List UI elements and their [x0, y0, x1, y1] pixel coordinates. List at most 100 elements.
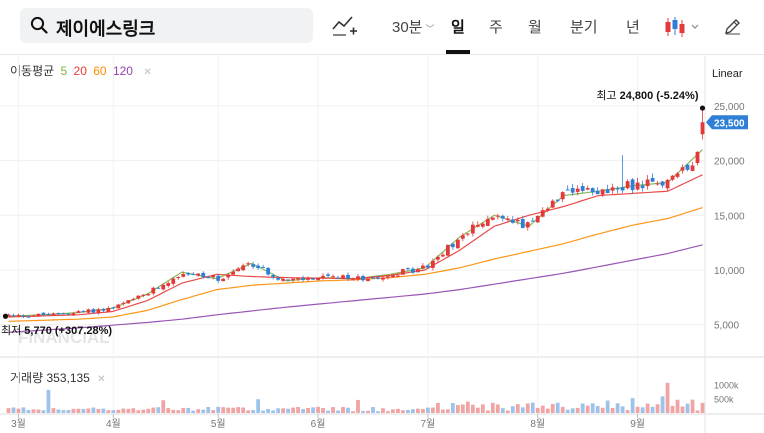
volume-bar: [430, 407, 435, 413]
low-annotation-value: 5,770 (+307.28%): [24, 325, 112, 337]
pencil-icon[interactable]: [724, 17, 742, 35]
candle-body: [590, 188, 595, 193]
low-annotation: 최저 5,770 (+307.28%): [1, 324, 112, 337]
candle-body: [51, 313, 56, 316]
volume-bar: [216, 406, 221, 413]
candle-body: [31, 315, 36, 317]
volume-bar: [31, 409, 36, 413]
tab-year[interactable]: 년: [626, 19, 640, 36]
tab-quarter[interactable]: 분기: [570, 19, 598, 36]
candle-body: [391, 275, 395, 277]
high-annotation-value: 24,800 (-5.24%): [620, 90, 699, 102]
candle-body: [630, 179, 635, 191]
candle-body: [615, 188, 620, 190]
volume-bar: [321, 407, 325, 413]
search-input[interactable]: 제이에스링크: [56, 19, 156, 39]
candle-body: [406, 268, 410, 270]
candle-body: [500, 215, 505, 219]
indicator-add-icon[interactable]: [332, 14, 358, 38]
candle-body: [291, 278, 295, 281]
candle-body: [585, 188, 590, 190]
volume-bar: [625, 410, 630, 413]
volume-bar: [96, 409, 101, 413]
candle-body: [505, 218, 510, 220]
volume-bar: [655, 404, 660, 413]
volume-bar: [670, 405, 675, 413]
scale-mode-toggle[interactable]: Linear: [712, 68, 743, 80]
volume-bar: [490, 402, 495, 413]
candle-body: [281, 278, 286, 281]
volume-bar: [555, 402, 560, 413]
close-icon[interactable]: ✕: [97, 374, 106, 385]
volume-bar: [66, 409, 71, 413]
candle-body: [416, 269, 420, 273]
candle-body: [16, 314, 21, 316]
y-tick-label: 25,000: [714, 102, 745, 113]
volume-bar: [435, 402, 440, 413]
candle-body: [206, 277, 211, 279]
candle-body: [211, 275, 216, 278]
candle-body: [575, 188, 580, 192]
low-marker: [2, 313, 9, 319]
volume-bar: [181, 407, 186, 413]
candle-body: [675, 173, 680, 177]
candle-body: [430, 260, 435, 268]
candle-body: [106, 307, 111, 312]
volume-legend[interactable]: 거래량 353,135 ✕: [10, 369, 106, 386]
volume-bar: [455, 404, 460, 413]
candle-body: [136, 295, 141, 299]
x-tick-label: 3월: [11, 418, 26, 430]
candle-body: [311, 278, 315, 280]
volume-bar: [26, 409, 31, 413]
candle-body: [181, 273, 186, 277]
volume-bar: [605, 400, 610, 413]
candle-body: [605, 189, 610, 194]
moving-average-legend[interactable]: 이동평균 5 20 60 120 ✕: [10, 62, 155, 79]
candle-body: [650, 177, 655, 182]
volume-bar: [311, 407, 315, 413]
volume-bar: [191, 410, 196, 413]
candle-body: [61, 313, 66, 315]
candle-body: [700, 122, 705, 135]
close-icon[interactable]: ✕: [143, 67, 152, 78]
volume-bar: [126, 408, 131, 413]
candle-body: [470, 224, 475, 234]
chevron-down-icon: [691, 24, 699, 29]
candle-body: [36, 313, 41, 317]
volume-bar: [161, 400, 166, 413]
volume-tick-label: 1000k: [714, 380, 739, 390]
volume-bar: [301, 409, 305, 413]
tab-month[interactable]: 월: [528, 19, 542, 36]
x-tick-label: 7월: [421, 418, 436, 430]
tab-week[interactable]: 주: [489, 19, 503, 36]
volume-bar: [236, 407, 241, 413]
volume-bar: [700, 402, 705, 413]
candle-body: [371, 277, 375, 279]
candle-body: [515, 219, 520, 222]
candle-body: [261, 266, 266, 268]
candle-body: [151, 287, 156, 294]
x-tick-label: 5월: [211, 418, 226, 430]
volume-bar: [266, 409, 271, 413]
tab-30min[interactable]: 30분 ﹀: [392, 19, 435, 36]
candle-body: [141, 294, 146, 296]
ma-60-label: 60: [93, 64, 107, 78]
tab-day[interactable]: 일: [451, 19, 465, 36]
candle-body: [600, 189, 605, 195]
candle-body: [655, 183, 660, 185]
search-box[interactable]: 제이에스링크: [20, 8, 313, 43]
volume-bar: [86, 408, 91, 413]
volume-bar: [570, 408, 575, 413]
volume-bar: [381, 408, 385, 413]
candle-body: [635, 182, 640, 190]
candle-body: [520, 219, 525, 228]
candle-body: [336, 277, 340, 279]
candle-body: [401, 269, 405, 275]
candle-type-icon[interactable]: [664, 16, 702, 38]
volume-bar: [585, 405, 590, 413]
volume-bar: [341, 407, 345, 413]
candle-body: [565, 189, 570, 191]
candle-body: [485, 219, 490, 226]
volume-bar: [71, 408, 76, 413]
candle-body: [286, 279, 290, 281]
